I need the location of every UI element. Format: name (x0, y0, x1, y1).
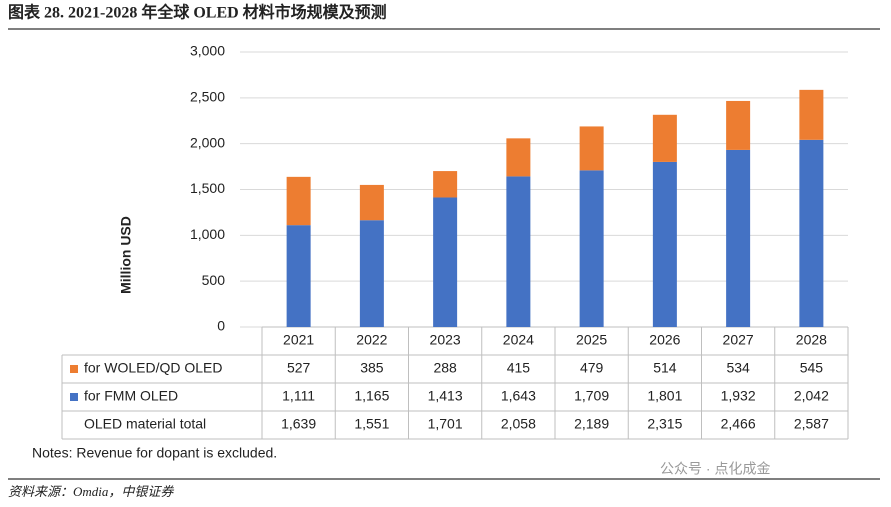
table-value: 1,639 (281, 416, 316, 432)
table-value: 1,643 (501, 388, 536, 404)
x-tick-label: 2025 (576, 332, 607, 348)
bar-segment (579, 170, 604, 327)
note: Notes: Revenue for dopant is excluded. (32, 445, 277, 461)
x-tick-label: 2021 (283, 332, 314, 348)
table-value: 1,551 (354, 416, 389, 432)
table-value: 2,058 (501, 416, 536, 432)
table-value: 1,801 (647, 388, 682, 404)
bar-segment (286, 225, 311, 327)
source: 资料来源：Omdia，中银证券 (8, 484, 174, 499)
bar-segment (433, 171, 458, 198)
table-value: 534 (726, 360, 750, 376)
bar-segment (799, 139, 824, 327)
bar-segment (726, 100, 751, 150)
legend-label: for WOLED/QD OLED (84, 360, 222, 376)
y-tick-label: 0 (217, 318, 225, 334)
table-value: 527 (287, 360, 311, 376)
y-tick-label: 2,500 (190, 89, 225, 105)
bar-segment (433, 197, 458, 327)
chart-title: 图表 28. 2021-2028 年全球 OLED 材料市场规模及预测 (8, 3, 387, 22)
table-value: 2,587 (794, 416, 829, 432)
x-tick-label: 2027 (723, 332, 754, 348)
y-axis-label: Million USD (118, 216, 134, 294)
table-value: 1,413 (428, 388, 463, 404)
table-value: 2,189 (574, 416, 609, 432)
table-value: 1,701 (428, 416, 463, 432)
y-tick-label: 1,000 (190, 226, 225, 242)
table-value: 2,466 (721, 416, 756, 432)
bar-segment (652, 161, 677, 327)
table-value: 2,315 (647, 416, 682, 432)
bar-segment (359, 220, 384, 327)
legend-swatch (70, 365, 78, 373)
bar-segment (286, 176, 311, 226)
x-tick-label: 2022 (356, 332, 387, 348)
bar-segment (506, 138, 531, 177)
bar-segment (652, 114, 677, 162)
x-tick-label: 2023 (430, 332, 461, 348)
bar-segment (799, 89, 824, 140)
table-value: 1,932 (721, 388, 756, 404)
table-value: 514 (653, 360, 677, 376)
table-value: 1,709 (574, 388, 609, 404)
bar-segment (506, 176, 531, 327)
legend-swatch (70, 393, 78, 401)
table-value: 288 (433, 360, 457, 376)
x-tick-label: 2024 (503, 332, 534, 348)
table-value: 1,111 (282, 388, 315, 404)
table-value: 2,042 (794, 388, 829, 404)
table-value: 385 (360, 360, 384, 376)
watermark: 公众号 · 点化成金 (660, 461, 770, 477)
y-tick-label: 1,500 (190, 180, 225, 196)
y-tick-label: 3,000 (190, 43, 225, 59)
x-tick-label: 2028 (796, 332, 827, 348)
table-value: 415 (507, 360, 531, 376)
table-value: 479 (580, 360, 604, 376)
bar-segment (359, 184, 384, 221)
bar-segment (726, 149, 751, 327)
total-label: OLED material total (84, 416, 206, 432)
table-value: 545 (800, 360, 824, 376)
table-value: 1,165 (354, 388, 389, 404)
bar-segment (579, 126, 604, 171)
x-tick-label: 2026 (649, 332, 680, 348)
y-tick-label: 2,000 (190, 134, 225, 150)
y-tick-label: 500 (202, 272, 226, 288)
legend-label: for FMM OLED (84, 388, 178, 404)
